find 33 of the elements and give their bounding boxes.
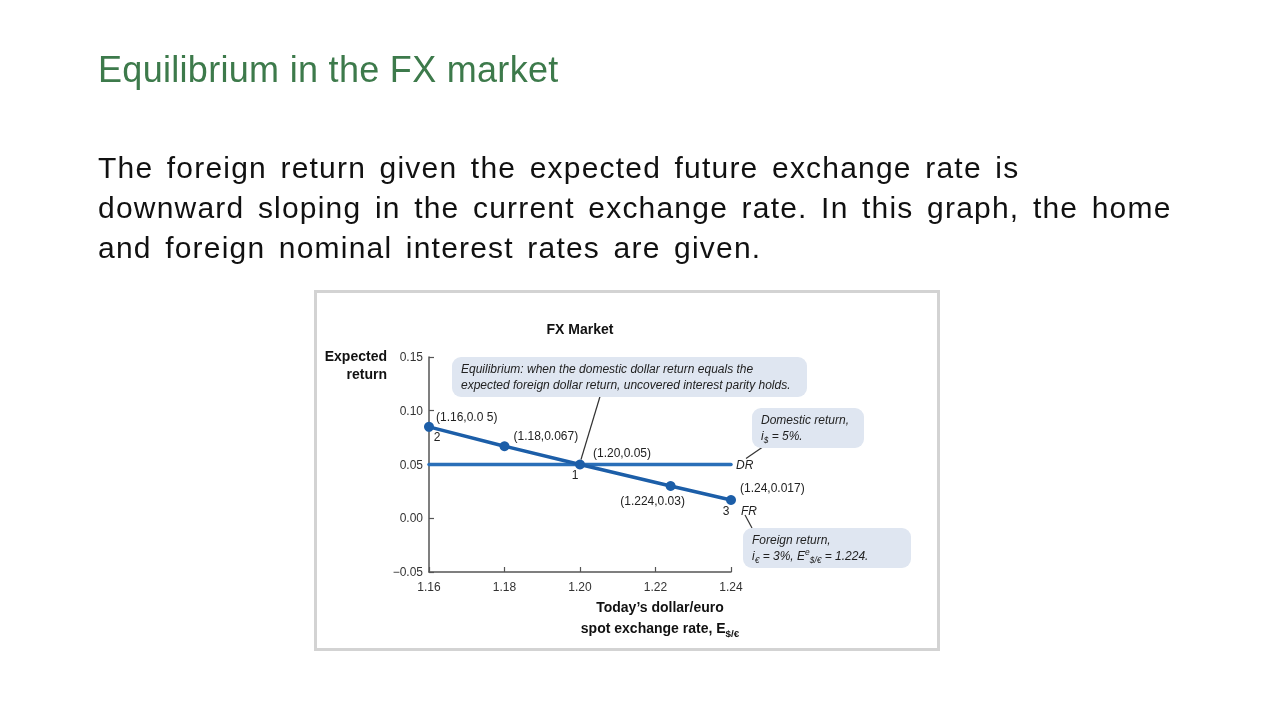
point	[665, 481, 676, 491]
y-tick-label: 0.15	[399, 350, 424, 364]
point	[726, 494, 736, 505]
annotation: 3	[722, 503, 730, 518]
point	[499, 441, 510, 452]
data-label: (1.16,0.0 5)	[436, 409, 498, 424]
data-label: (1.224,0.03)	[620, 494, 685, 508]
x-tick-label: 1.22	[643, 580, 668, 594]
point	[575, 459, 585, 470]
text: FX Market	[545, 320, 615, 338]
y-tick-label: −0.05	[392, 565, 424, 579]
x-tick-label: 1.24	[719, 580, 743, 594]
annotation: 1	[571, 467, 579, 482]
series-label: FR	[741, 503, 757, 518]
data-label: (1.18,0.067)	[513, 429, 579, 444]
annotation: Equilibrium: when the domestic dollar return equals the expected foreign dollar return, uncovered interest parity holds.	[452, 356, 807, 397]
data-label: (1.20,0.05)	[593, 445, 652, 460]
x-tick-label: 1.18	[492, 580, 517, 594]
y-tick-label: 0.05	[399, 457, 424, 472]
point	[424, 421, 434, 432]
text: Domestic return, i$_{$}$ = 5%.	[752, 407, 864, 448]
chart-title: Equilibrium in the FX market	[98, 49, 559, 91]
annotation: 2	[433, 429, 441, 444]
y-tick-label: 0.00	[399, 511, 424, 526]
y-tick-label: 0.10	[399, 403, 424, 418]
series-label: DR	[736, 457, 754, 472]
text: Foreign return, i$_{€}$ = 3%, E$^{e}$$_{$/€}$ = 1.224.	[743, 527, 911, 568]
x-tick-label: 1.20	[568, 580, 592, 594]
x-tick-label: 1.16	[417, 580, 441, 594]
x-axis-title: Today’s dollar/euro spot exchange rate, E$_{$/€}$	[579, 598, 741, 639]
y-axis-title: Expected return	[323, 347, 387, 383]
chart-subtitle: The foreign return given the expected future exchange rate is downward sloping in the current exchange rate. In this graph, the home and foreign nominal interest rates are given.	[98, 150, 1172, 266]
data-label: (1.24,0.017)	[740, 480, 805, 495]
